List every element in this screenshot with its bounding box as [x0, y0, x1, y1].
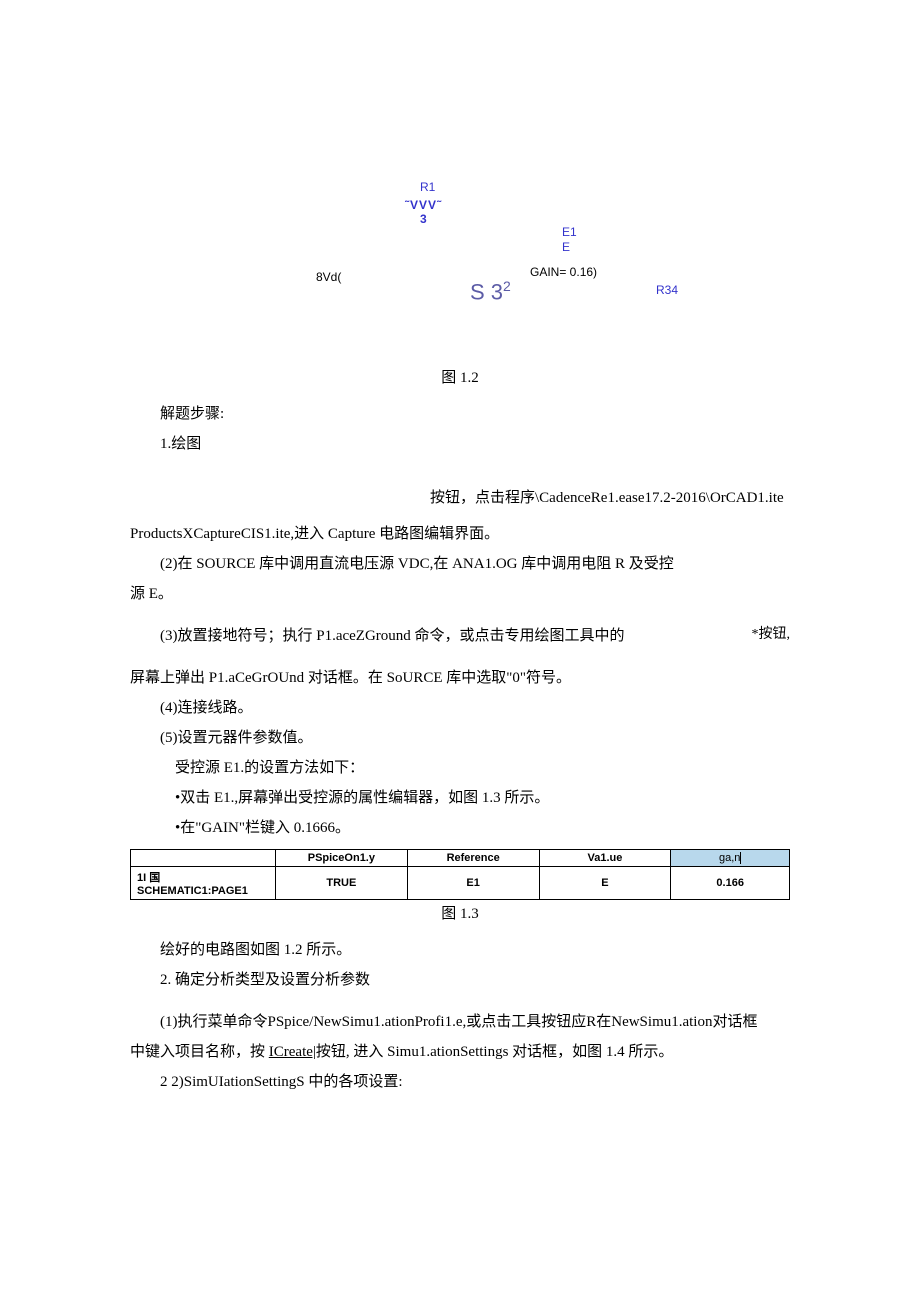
step-1: 1.绘图 [130, 429, 790, 459]
r1-label: R1 [420, 180, 435, 194]
gain-label: GAIN= 0.16) [530, 265, 597, 279]
step-3b: 屏幕上弹出 P1.aCeGrOUnd 对话框。在 SoURCE 库中选取"0"符… [130, 663, 790, 693]
table-row: 1I 国 SCHEMATIC1:PAGE1 TRUE E1 E 0.166 [131, 867, 790, 900]
para-2-1b-post: 按钮, 进入 Simu1.ationSettings 对话框，如图 1.4 所示… [316, 1044, 674, 1060]
td-value: E [539, 867, 671, 900]
r1-value: 3 [420, 212, 427, 226]
para-2-1b: 中键入项目名称，按 ICreate|按钮, 进入 Simu1.ationSett… [130, 1037, 790, 1067]
th-blank [131, 850, 276, 867]
e-label: E [562, 240, 570, 254]
step-4: (4)连接线路。 [130, 693, 790, 723]
th-reference: Reference [407, 850, 539, 867]
th-pspiceonly: PSpiceOn1.y [275, 850, 407, 867]
s32-sup: 2 [503, 278, 511, 294]
step-5a: 受控源 E1.的设置方法如下： [130, 753, 790, 783]
s32-label: S 32 [470, 278, 511, 305]
e1-label: E1 [562, 225, 577, 239]
para-2-2: 2 2)SimUIationSettingS 中的各项设置: [130, 1067, 790, 1097]
para-2-1a: (1)执行菜单命令PSpice/NewSimu1.ationProfi1.e,或… [130, 1007, 790, 1037]
text-cursor [740, 852, 741, 864]
property-table: PSpiceOn1.y Reference Va1.ue ga,n 1I 国 S… [130, 849, 790, 900]
resistor-symbol: ˜VVV˜ [405, 198, 442, 212]
td-rowlabel: 1I 国 SCHEMATIC1:PAGE1 [131, 867, 276, 900]
step-2b: 源 E。 [130, 579, 790, 609]
step-2: (2)在 SOURCE 库中调用直流电压源 VDC,在 ANA1.OG 库中调用… [130, 549, 790, 579]
th-gain-text: ga,n [719, 852, 740, 864]
para-2-1b-pre: 中键入项目名称，按 [130, 1044, 269, 1060]
after-table-1: 绘好的电路图如图 1.2 所示。 [130, 935, 790, 965]
step-5: (5)设置元器件参数值。 [130, 723, 790, 753]
td-gain: 0.166 [671, 867, 790, 900]
vdc-label: 8Vd( [316, 270, 341, 284]
step-3-btn: *按钮, [722, 621, 791, 649]
s32-s: S 3 [470, 279, 503, 304]
step-5b: •双击 E1.,屏幕弹出受控源的属性编辑器，如图 1.3 所示。 [130, 783, 790, 813]
th-gain[interactable]: ga,n [671, 850, 790, 867]
th-value: Va1.ue [539, 850, 671, 867]
step-3: (3)放置接地符号；执行 P1.aceZGround 命令，或点击专用绘图工具中… [160, 628, 625, 644]
td-pspiceonly: TRUE [275, 867, 407, 900]
figure-1-2-caption: 图 1.2 [0, 366, 920, 387]
table-header-row: PSpiceOn1.y Reference Va1.ue ga,n [131, 850, 790, 867]
td-reference: E1 [407, 867, 539, 900]
figure-1-3-caption: 图 1.3 [0, 902, 920, 923]
schematic-figure: R1 ˜VVV˜ 3 E1 E GAIN= 0.16) 8Vd( S 32 R3… [0, 40, 920, 360]
step-3-line: (3)放置接地符号；执行 P1.aceZGround 命令，或点击专用绘图工具中… [130, 621, 790, 651]
create-button-text: ICreate| [269, 1044, 316, 1060]
steps-title: 解题步骤: [130, 399, 790, 429]
line-products: ProductsXCaptureCIS1.ite,进入 Capture 电路图编… [130, 519, 790, 549]
r34-label: R34 [656, 283, 678, 297]
step-5c: •在"GAIN"栏键入 0.1666。 [130, 813, 790, 843]
step-1-btn-line: 按钮，点击程序\CadenceRe1.ease17.2-2016\OrCAD1.… [130, 483, 790, 513]
section-2: 2. 确定分析类型及设置分析参数 [130, 965, 790, 995]
